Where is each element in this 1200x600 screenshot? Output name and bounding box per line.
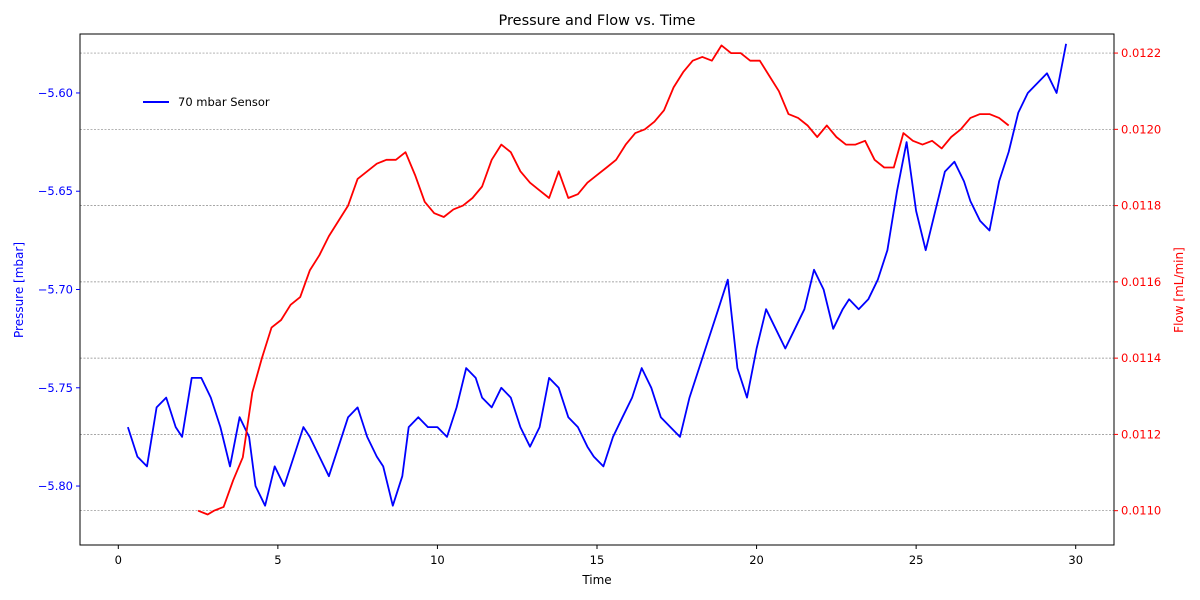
plot-series xyxy=(127,43,1067,516)
left-axis-label: Pressure [mbar] xyxy=(12,242,26,338)
chart-title: Pressure and Flow vs. Time xyxy=(499,13,696,29)
x-tick-label: 10 xyxy=(430,553,445,567)
pressure-series-line xyxy=(127,43,1067,507)
right-tick-label: 0.0112 xyxy=(1121,427,1161,441)
x-tick-label: 25 xyxy=(909,553,924,567)
x-axis-ticks: 0 5 10 15 20 25 30 xyxy=(115,545,1083,567)
legend-label: 70 mbar Sensor xyxy=(178,95,270,109)
left-tick-label: −5.60 xyxy=(38,86,73,100)
right-tick-label: 0.0118 xyxy=(1121,199,1161,213)
left-tick-label: −5.70 xyxy=(38,283,73,297)
grid-lines xyxy=(80,52,1114,512)
x-tick-label: 15 xyxy=(590,553,605,567)
x-tick-label: 5 xyxy=(274,553,281,567)
right-tick-label: 0.0110 xyxy=(1121,504,1161,518)
right-tick-label: 0.0116 xyxy=(1121,275,1161,289)
x-tick-label: 20 xyxy=(749,553,764,567)
x-tick-label: 0 xyxy=(115,553,122,567)
right-axis-ticks: 0.0110 0.0112 0.0114 0.0116 0.0118 0.0120 0.01… xyxy=(1114,46,1161,518)
right-axis-label: Flow [mL/min] xyxy=(1172,247,1186,333)
right-tick-label: 0.0122 xyxy=(1121,46,1161,60)
right-tick-label: 0.0114 xyxy=(1121,351,1161,365)
x-axis-label: Time xyxy=(581,573,611,587)
right-tick-label: 0.0120 xyxy=(1121,122,1161,136)
left-tick-label: −5.80 xyxy=(38,479,73,493)
left-tick-label: −5.65 xyxy=(38,184,73,198)
x-tick-label: 30 xyxy=(1068,553,1083,567)
legend: 70 mbar Sensor xyxy=(143,95,270,109)
left-tick-label: −5.75 xyxy=(38,381,73,395)
left-axis-ticks: −5.80 −5.75 −5.70 −5.65 −5.60 xyxy=(38,86,80,493)
flow-series-line xyxy=(197,44,1010,516)
